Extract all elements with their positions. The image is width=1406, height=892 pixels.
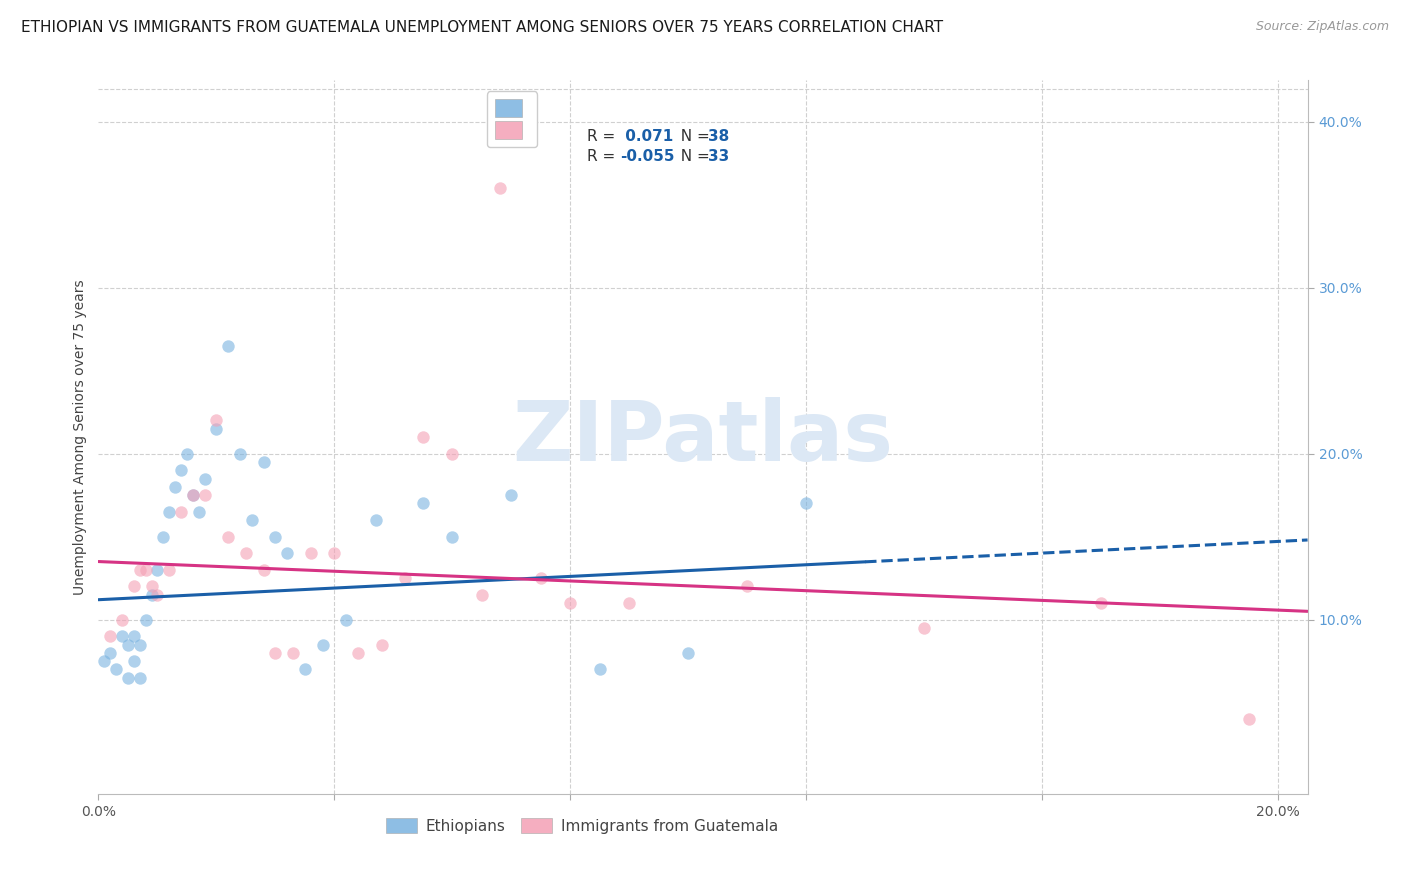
Point — [264, 646, 287, 660]
Point — [217, 530, 239, 544]
Point — [205, 413, 228, 427]
Point — [93, 654, 115, 668]
Point — [141, 588, 163, 602]
Point — [441, 530, 464, 544]
Point — [111, 629, 134, 643]
Point — [678, 646, 700, 660]
Text: N =: N = — [671, 149, 714, 163]
Point — [252, 563, 274, 577]
Point — [335, 613, 357, 627]
Y-axis label: Unemployment Among Seniors over 75 years: Unemployment Among Seniors over 75 years — [73, 279, 87, 595]
Point — [98, 629, 121, 643]
Point — [488, 181, 510, 195]
Point — [530, 571, 553, 585]
Point — [364, 513, 387, 527]
Point — [735, 579, 758, 593]
Point — [471, 588, 494, 602]
Point — [128, 671, 150, 685]
Point — [501, 488, 523, 502]
Point — [170, 505, 193, 519]
Point — [323, 546, 346, 560]
Point — [281, 646, 304, 660]
Point — [157, 505, 180, 519]
Point — [170, 463, 193, 477]
Point — [276, 546, 298, 560]
Text: N =: N = — [671, 128, 714, 144]
Text: 38: 38 — [707, 128, 728, 144]
Point — [441, 447, 464, 461]
Point — [1237, 712, 1260, 726]
Point — [98, 646, 121, 660]
Point — [105, 662, 128, 676]
Text: Source: ZipAtlas.com: Source: ZipAtlas.com — [1256, 20, 1389, 33]
Point — [229, 447, 252, 461]
Point — [252, 455, 274, 469]
Point — [912, 621, 935, 635]
Point — [128, 638, 150, 652]
Point — [128, 563, 150, 577]
Point — [370, 638, 392, 652]
Point — [217, 339, 239, 353]
Point — [157, 563, 180, 577]
Point — [347, 646, 370, 660]
Point — [619, 596, 641, 610]
Point — [117, 638, 139, 652]
Point — [122, 654, 145, 668]
Point — [294, 662, 316, 676]
Point — [135, 563, 157, 577]
Point — [394, 571, 416, 585]
Text: 33: 33 — [707, 149, 728, 163]
Point — [146, 563, 169, 577]
Point — [794, 496, 817, 510]
Text: ETHIOPIAN VS IMMIGRANTS FROM GUATEMALA UNEMPLOYMENT AMONG SENIORS OVER 75 YEARS : ETHIOPIAN VS IMMIGRANTS FROM GUATEMALA U… — [21, 20, 943, 35]
Point — [264, 530, 287, 544]
Point — [589, 662, 612, 676]
Point — [117, 671, 139, 685]
Point — [560, 596, 582, 610]
Point — [412, 496, 434, 510]
Point — [235, 546, 257, 560]
Text: ZIPatlas: ZIPatlas — [513, 397, 893, 477]
Text: 0.071: 0.071 — [620, 128, 673, 144]
Point — [205, 422, 228, 436]
Point — [122, 629, 145, 643]
Point — [194, 488, 217, 502]
Point — [146, 588, 169, 602]
Point — [187, 505, 209, 519]
Point — [181, 488, 204, 502]
Point — [240, 513, 263, 527]
Point — [1090, 596, 1112, 610]
Text: R =: R = — [586, 149, 620, 163]
Point — [311, 638, 333, 652]
Point — [181, 488, 204, 502]
Text: R =: R = — [586, 128, 620, 144]
Point — [299, 546, 322, 560]
Legend: Ethiopians, Immigrants from Guatemala: Ethiopians, Immigrants from Guatemala — [380, 812, 785, 839]
Point — [176, 447, 198, 461]
Point — [111, 613, 134, 627]
Point — [165, 480, 187, 494]
Point — [412, 430, 434, 444]
Point — [194, 472, 217, 486]
Point — [122, 579, 145, 593]
Point — [141, 579, 163, 593]
Text: -0.055: -0.055 — [620, 149, 675, 163]
Point — [135, 613, 157, 627]
Point — [152, 530, 174, 544]
